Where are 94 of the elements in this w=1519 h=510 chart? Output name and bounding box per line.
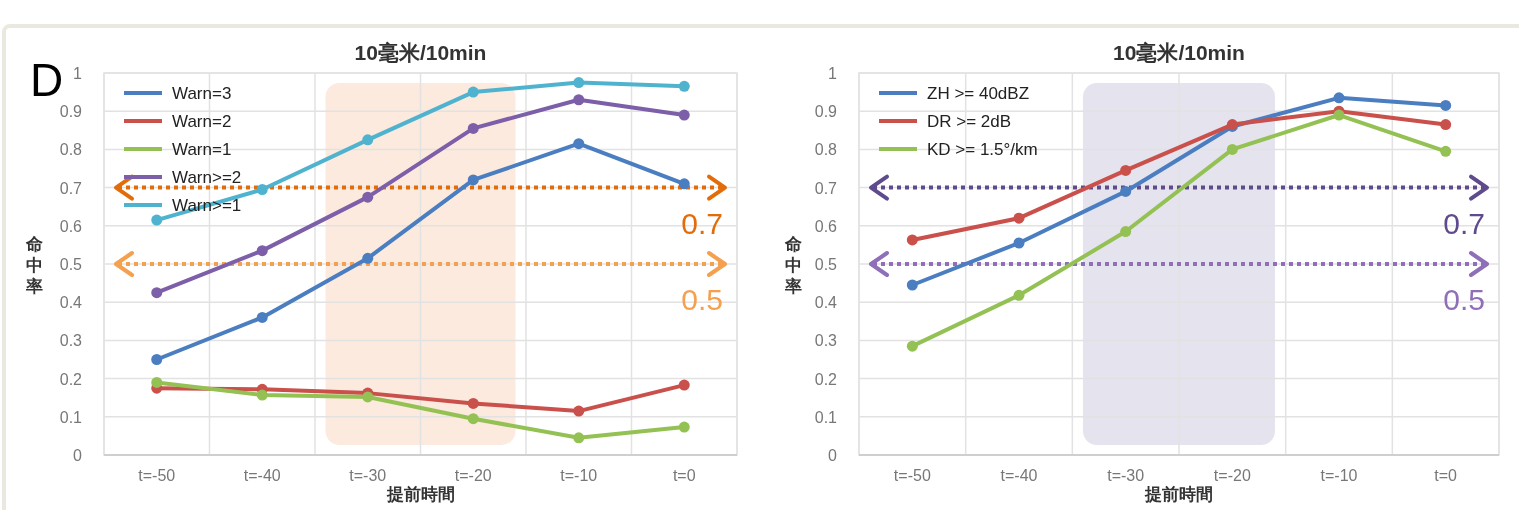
ref-line-label: 0.5 — [1443, 283, 1485, 316]
y-tick-label: 0.2 — [814, 370, 838, 388]
y-tick-label: 0.1 — [814, 408, 838, 426]
legend-label: Warn=1 — [172, 140, 232, 159]
ref-line-label: 0.7 — [1443, 206, 1485, 240]
point — [1120, 226, 1132, 238]
legend-label: ZH >= 40dBZ — [927, 84, 1030, 103]
point — [362, 134, 374, 146]
point — [1013, 289, 1025, 301]
point — [678, 178, 690, 190]
y-tick-label: 0.2 — [59, 370, 83, 388]
x-axis-title: 提前時間 — [385, 485, 455, 504]
y-tick-label: 0.9 — [59, 103, 83, 121]
y-tick-label: 0.8 — [814, 141, 838, 159]
x-tick-label: t=-40 — [1000, 467, 1038, 484]
x-tick-label: t=-30 — [349, 467, 387, 484]
x-tick-label: t=-50 — [138, 467, 176, 484]
point — [573, 77, 585, 89]
y-tick-label: 0.6 — [59, 217, 83, 235]
point — [1440, 145, 1452, 157]
y-tick-label: 0.3 — [59, 332, 83, 350]
ref-line-label: 0.5 — [681, 283, 723, 316]
point — [151, 287, 163, 299]
legend-label: DR >= 2dB — [927, 112, 1012, 131]
y-tick-label: 0.5 — [814, 256, 838, 273]
y-tick-label: 1 — [73, 65, 83, 82]
point — [573, 405, 585, 417]
y-axis-title: 命中率 — [24, 235, 43, 296]
y-tick-label: 0 — [828, 447, 838, 464]
point — [362, 252, 374, 264]
point — [467, 397, 479, 409]
y-tick-label: 0.1 — [59, 408, 83, 426]
point — [1120, 164, 1132, 176]
x-tick-label: t=0 — [672, 467, 696, 484]
point — [906, 279, 918, 291]
point — [678, 109, 690, 121]
point — [151, 354, 163, 365]
y-tick-label: 0.4 — [59, 294, 83, 312]
x-tick-label: t=0 — [1434, 467, 1458, 484]
point — [906, 234, 918, 246]
y-tick-label: 0.9 — [814, 103, 838, 121]
point — [467, 413, 479, 425]
x-tick-label: t=-40 — [243, 467, 281, 484]
x-axis-title: 提前時間 — [1144, 485, 1213, 504]
point — [362, 191, 374, 203]
point — [678, 80, 690, 92]
point — [467, 122, 479, 134]
point — [467, 86, 479, 98]
y-tick-label: 0.4 — [814, 294, 838, 312]
point — [1120, 185, 1132, 197]
ref-line-label: 0.7 — [681, 206, 723, 240]
y-tick-label: 0.7 — [59, 179, 83, 197]
y-tick-label: 0.3 — [814, 332, 838, 350]
point — [906, 340, 918, 352]
legend-label: KD >= 1.5°/km — [927, 140, 1038, 159]
y-tick-label: 0.6 — [814, 217, 838, 235]
point — [1440, 119, 1452, 131]
x-tick-label: t=-10 — [1320, 467, 1358, 484]
y-axis-title: 命中率 — [783, 235, 802, 296]
y-tick-label: 0.8 — [59, 141, 83, 159]
point — [256, 245, 268, 257]
point — [573, 138, 585, 150]
y-tick-label: 1 — [828, 65, 838, 82]
x-tick-label: t=-10 — [560, 467, 598, 484]
legend-label: Warn=3 — [172, 84, 232, 103]
chart-title: 10毫米/10min — [354, 41, 487, 64]
x-tick-label: t=-50 — [893, 467, 931, 484]
x-tick-label: t=-30 — [1107, 467, 1145, 484]
y-tick-label: 0 — [73, 447, 83, 464]
y-tick-label: 0.7 — [814, 179, 838, 197]
point — [467, 174, 479, 186]
point — [1440, 99, 1452, 111]
point — [573, 432, 585, 444]
point — [1226, 143, 1238, 155]
point — [1333, 92, 1345, 104]
point — [678, 421, 690, 433]
point — [573, 94, 585, 106]
text: D — [30, 54, 64, 106]
point — [151, 376, 163, 388]
chart-title: 10毫米/10min — [1113, 41, 1245, 64]
legend-label: Warn=2 — [172, 112, 232, 131]
point — [1013, 212, 1025, 224]
x-tick-label: t=-20 — [1213, 467, 1251, 484]
point — [256, 184, 268, 196]
x-tick-label: t=-20 — [454, 467, 492, 484]
legend-label: Warn>=2 — [172, 168, 242, 187]
point — [151, 214, 163, 226]
point — [256, 311, 268, 323]
point — [678, 379, 690, 391]
point — [256, 389, 268, 401]
point — [362, 391, 374, 403]
point — [1333, 109, 1345, 121]
point — [1013, 237, 1025, 249]
y-tick-label: 0.5 — [59, 256, 83, 273]
